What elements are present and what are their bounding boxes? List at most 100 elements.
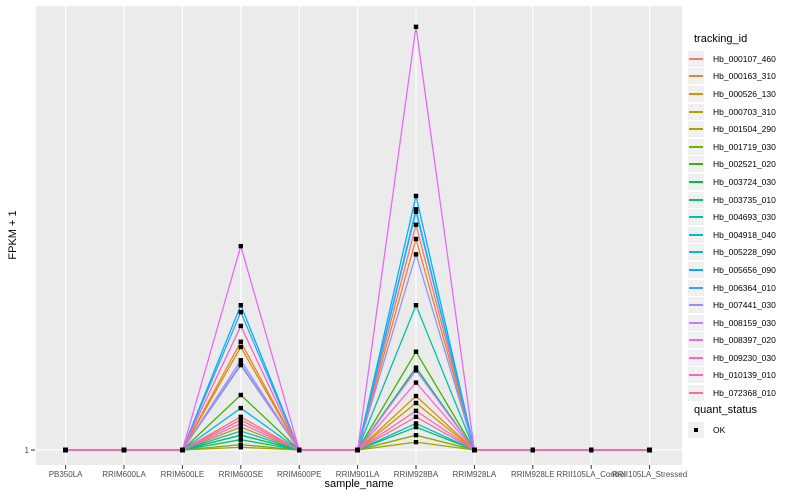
legend-key-box — [688, 50, 704, 67]
data-point — [238, 358, 243, 363]
legend-key-box — [688, 332, 704, 349]
line-sample-icon — [689, 339, 703, 342]
legend-item: Hb_003724_030 — [686, 173, 776, 191]
y-tick-label: 1 — [25, 446, 30, 455]
legend-item-label: Hb_005656_090 — [713, 264, 776, 275]
data-point — [121, 447, 127, 453]
x-tick-label: RRII105LA_Stressed — [612, 470, 687, 479]
legend-item-label: Hb_001719_030 — [713, 141, 776, 152]
legend-title-quant-status: quant_status — [694, 404, 757, 416]
data-point — [238, 392, 243, 398]
data-point — [238, 432, 243, 438]
legend-key-box — [688, 297, 704, 314]
data-point — [647, 447, 652, 453]
legend-item: Hb_001504_290 — [686, 120, 776, 138]
data-point — [238, 323, 243, 329]
legend-item-label: Hb_008397_020 — [713, 335, 776, 346]
legend-item-label: Hb_004918_040 — [713, 229, 776, 240]
legend-item: Hb_004693_030 — [686, 208, 776, 226]
data-point — [413, 368, 419, 373]
legend-item: Hb_000703_310 — [686, 103, 776, 121]
line-sample-icon — [689, 286, 703, 289]
data-point — [238, 442, 243, 447]
data-point — [238, 417, 243, 423]
legend-key-box — [688, 209, 704, 226]
data-point — [297, 447, 302, 453]
data-point — [238, 243, 243, 249]
line-sample-icon — [689, 145, 703, 148]
line-sample-icon — [689, 251, 703, 254]
data-point — [238, 405, 243, 411]
x-tick-label: RRIM600PE — [277, 470, 321, 479]
legend-key-box — [688, 173, 704, 190]
data-point — [413, 400, 419, 406]
legend-item-label: Hb_002521_020 — [713, 159, 776, 170]
data-point — [180, 447, 185, 453]
data-point — [413, 236, 419, 242]
data-point — [238, 428, 243, 434]
line-sample-icon — [689, 374, 703, 377]
legend-item: Hb_010139_010 — [686, 367, 776, 385]
data-point — [413, 193, 419, 199]
legend-item: Hb_000107_460 — [686, 50, 776, 68]
legend-key-box — [688, 244, 704, 261]
data-point — [238, 421, 243, 426]
data-point — [413, 349, 419, 354]
legend-key-box — [688, 191, 704, 208]
line-sample-icon — [689, 216, 703, 219]
legend-item-label: Hb_000107_460 — [713, 53, 776, 64]
line-sample-icon — [689, 198, 703, 201]
legend-item-label: Hb_072368_010 — [713, 388, 776, 399]
data-point — [355, 447, 360, 453]
data-point — [413, 432, 419, 438]
line-sample-icon — [689, 128, 703, 131]
legend-key-box — [688, 261, 704, 278]
data-point — [413, 207, 419, 212]
data-point — [238, 445, 243, 450]
x-tick-label: RRIM928LE — [511, 470, 555, 479]
legend-item-label: OK — [713, 424, 726, 435]
x-tick-label: RRIM901LA — [336, 470, 380, 479]
legend-item: Hb_000163_310 — [686, 68, 776, 86]
data-point — [238, 361, 243, 367]
line-sample-icon — [689, 321, 703, 324]
legend-item-label: Hb_000163_310 — [713, 71, 776, 82]
data-point — [413, 408, 419, 414]
data-point — [238, 309, 243, 315]
legend-item-label: Hb_000703_310 — [713, 106, 776, 117]
x-tick-label: RRIM928LA — [453, 470, 497, 479]
data-point — [413, 24, 419, 30]
x-tick-label: PB350LA — [49, 470, 83, 479]
data-point — [413, 365, 419, 370]
data-point — [413, 252, 419, 257]
x-tick-label: RRIM600LE — [161, 470, 205, 479]
data-point — [413, 421, 419, 426]
data-point — [472, 447, 477, 453]
legend-key-box — [688, 349, 704, 366]
legend-item-label: Hb_009230_030 — [713, 352, 776, 363]
legend-item: Hb_002521_020 — [686, 156, 776, 174]
legend-item-label: Hb_003735_010 — [713, 194, 776, 205]
legend-key-box — [688, 367, 704, 384]
plot-panel — [36, 6, 682, 465]
legend-item: Hb_000526_130 — [686, 85, 776, 103]
legend-item: Hb_001719_030 — [686, 138, 776, 156]
legend-item-label: Hb_005228_090 — [713, 247, 776, 258]
data-point — [413, 222, 419, 227]
legend-item-label: Hb_007441_030 — [713, 300, 776, 311]
data-point — [63, 447, 68, 453]
legend-item: Hb_003735_010 — [686, 191, 776, 209]
legend-key-box — [688, 138, 704, 155]
legend-key-box — [688, 68, 704, 85]
line-sample-icon — [689, 392, 703, 395]
legend-key-box — [688, 314, 704, 331]
legend-item: Hb_004918_040 — [686, 226, 776, 244]
data-point — [238, 437, 243, 442]
line-sample-icon — [689, 304, 703, 307]
legend-item: Hb_008159_030 — [686, 314, 776, 332]
legend-key-box — [688, 103, 704, 120]
legend-item: Hb_072368_010 — [686, 384, 776, 402]
x-tick-label: RRII105LA_Control — [557, 470, 627, 479]
legend-key-box — [688, 279, 704, 296]
